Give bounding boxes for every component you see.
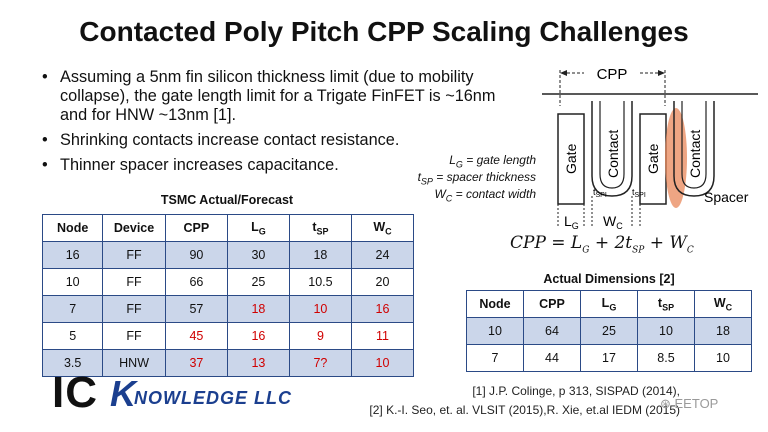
lg-dimension-label: LG [564,213,579,231]
header-cell: tSP [288,214,352,242]
cpp-label: CPP [597,66,628,83]
header-cell: CPP [164,214,228,242]
table-cell: 8.5 [637,344,695,372]
table-header-row: Node CPP LG tSP WC [466,290,752,318]
table-cell: FF [102,268,166,296]
table-cell: HNW [102,349,166,377]
bullet-item: Thinner spacer increases capacitance. [42,156,522,175]
reference-1: [1] J.P. Colinge, p 313, SISPAD (2014), [472,384,680,398]
table-cell: FF [102,295,166,323]
tspi-label-right: tSPI [632,187,646,199]
table-cell: 66 [164,268,228,296]
table-cell: 10 [637,317,695,345]
header-cell: Device [102,214,166,242]
bullet-item: Shrinking contacts increase contact resi… [42,131,522,150]
gate-left [557,113,585,205]
table-cell: 11 [350,322,415,350]
tsmc-table: Node Device CPP LG tSP WC 16 FF 90 30 18… [41,214,415,377]
gate-right [639,113,667,205]
table-cell: 13 [226,349,290,377]
spacer-label: Spacer [704,189,749,205]
watermark: ⊛ EETOP [660,396,719,411]
table-row: 16 FF 90 30 18 24 [41,241,415,269]
table-cell: 37 [164,349,228,377]
table-cell: 10 [350,349,415,377]
contact-left [591,101,633,197]
spacer-highlight [665,108,687,208]
header-cell: Node [466,290,524,318]
gate-label: Gate [563,143,579,174]
table-cell: 44 [523,344,581,372]
table-row: 5 FF 45 16 9 11 [41,322,415,350]
contact-label-2: Contact [687,130,703,178]
table-cell: 24 [350,241,415,269]
contact-label: Contact [605,130,621,178]
header-cell: WC [350,214,415,242]
table-row: 10 FF 66 25 10.5 20 [41,268,415,296]
def-tsp: tSP = spacer thickness [417,170,536,187]
actual-dimensions-table: Node CPP LG tSP WC 10 64 25 10 18 7 44 1… [466,290,752,372]
table-row: 10 64 25 10 18 [466,317,752,345]
table-cell: 25 [226,268,290,296]
header-cell: LG [580,290,638,318]
actual-table-caption: Actual Dimensions [2] [543,272,675,286]
table-cell: 57 [164,295,228,323]
table-cell: 10 [41,268,104,296]
table-cell: 45 [164,322,228,350]
table-cell: FF [102,322,166,350]
table-cell: FF [102,241,166,269]
table-cell: 3.5 [41,349,104,377]
table-cell: 9 [288,322,352,350]
table-cell: 10.5 [288,268,352,296]
table-cell: 16 [41,241,104,269]
logo-text: NOWLEDGE LLC [134,388,292,408]
wc-dimension-label: WC [603,213,623,231]
table-cell: 18 [288,241,352,269]
logo-ic: IC [52,368,98,417]
table-cell: 10 [694,344,752,372]
header-cell: Node [41,214,104,242]
table-cell: 30 [226,241,290,269]
table-row: 7 44 17 8.5 10 [466,344,752,372]
header-cell: WC [694,290,752,318]
slide-title: Contacted Poly Pitch CPP Scaling Challen… [79,16,689,47]
table-header-row: Node Device CPP LG tSP WC [41,214,415,242]
bullet-item: Assuming a 5nm fin silicon thickness lim… [42,68,522,125]
table-cell: 90 [164,241,228,269]
def-lg: LG = gate length [449,153,536,170]
table-cell: 10 [466,317,524,345]
table-cell: 25 [580,317,638,345]
table-cell: 16 [226,322,290,350]
table-cell: 17 [580,344,638,372]
contact-right [673,101,715,197]
table-cell: 7? [288,349,352,377]
cpp-cross-section-diagram: CPP Gate Contact Gate Contact Spacer tSP… [542,66,758,231]
bullet-list: Assuming a 5nm fin silicon thickness lim… [42,68,522,181]
logo-k: K [110,373,136,414]
table-cell: 64 [523,317,581,345]
table-row: 7 FF 57 18 10 16 [41,295,415,323]
def-wc: WC = contact width [434,187,536,204]
table-cell: 18 [694,317,752,345]
header-cell: tSP [637,290,695,318]
header-cell: CPP [523,290,581,318]
table-cell: 20 [350,268,415,296]
table-row: 3.5 HNW 37 13 7? 10 [41,349,415,377]
reference-2: [2] K.-I. Seo, et. al. VLSIT (2015),R. X… [369,403,680,417]
table-cell: 5 [41,322,104,350]
table-cell: 18 [226,295,290,323]
table-cell: 16 [350,295,415,323]
table-cell: 10 [288,295,352,323]
tspi-label-left: tSPI [593,187,607,199]
table-cell: 7 [41,295,104,323]
cpp-equation: CPP = LG + 2tSP + WC [510,233,694,256]
header-cell: LG [226,214,290,242]
tsmc-table-caption: TSMC Actual/Forecast [160,193,294,207]
table-cell: 7 [466,344,524,372]
gate-label-2: Gate [645,143,661,174]
